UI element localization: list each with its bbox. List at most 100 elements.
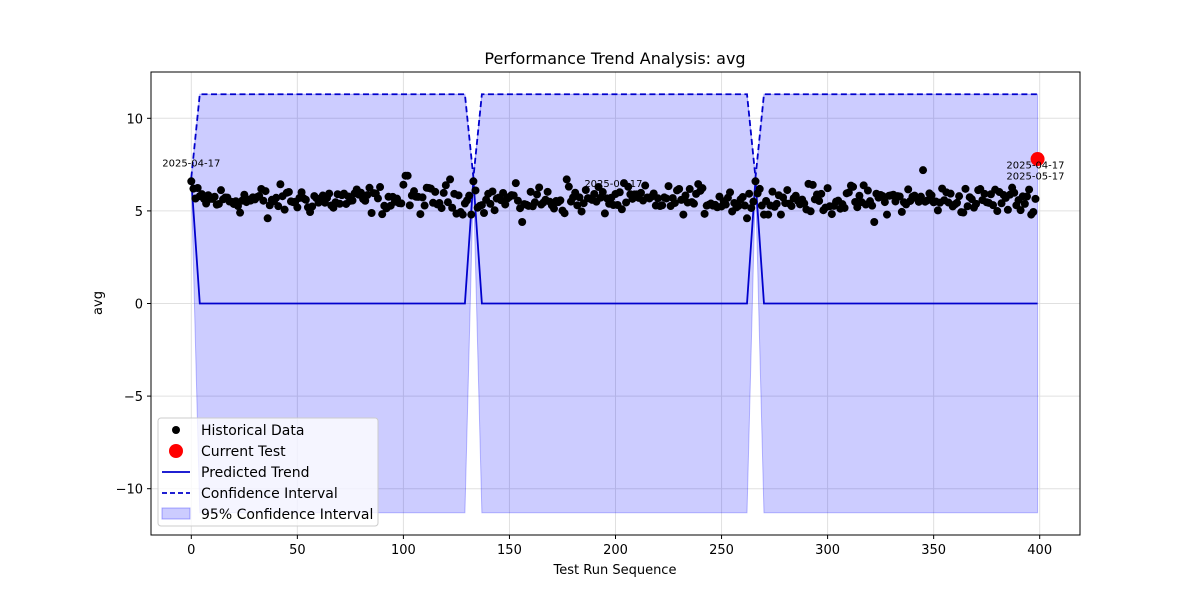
historical-point (636, 188, 645, 197)
historical-point (280, 205, 289, 214)
historical-point (764, 210, 773, 219)
historical-point (685, 185, 694, 194)
historical-point (562, 175, 571, 184)
historical-point (827, 210, 836, 219)
date-annotation: 2025-04-17 (1006, 160, 1064, 171)
historical-point (575, 193, 584, 202)
x-tick-label: 400 (1027, 543, 1052, 558)
historical-point (272, 193, 281, 202)
y-tick-label: 5 (135, 205, 143, 220)
historical-point (768, 187, 777, 196)
historical-point (490, 206, 499, 215)
historical-point (560, 209, 569, 218)
historical-point (662, 194, 671, 203)
historical-point (437, 204, 446, 213)
legend-historical-label: Historical Data (201, 423, 304, 439)
historical-point (301, 195, 310, 204)
y-tick-label: −10 (116, 483, 143, 498)
historical-point (363, 191, 372, 200)
historical-point (446, 175, 455, 184)
historical-point (590, 190, 599, 199)
historical-point (740, 201, 749, 210)
historical-point (670, 198, 679, 207)
historical-point (776, 210, 785, 219)
historical-point (868, 201, 877, 210)
historical-point (533, 190, 542, 199)
historical-point (747, 203, 756, 212)
historical-point (615, 188, 624, 197)
current-test-point (1030, 152, 1045, 167)
legend-current-label: Current Test (201, 444, 286, 460)
lines (190, 93, 1038, 305)
historical-point (904, 185, 913, 194)
x-tick-label: 100 (391, 543, 416, 558)
predicted-trend-line (190, 179, 1038, 305)
historical-point (511, 179, 520, 188)
historical-point (751, 177, 760, 186)
historical-point (293, 203, 302, 212)
historical-point (959, 208, 968, 217)
legend-band-label: 95% Confidence Interval (201, 507, 373, 523)
legend: Historical Data Current Test Predicted T… (157, 417, 379, 527)
historical-point (367, 208, 376, 217)
x-tick-label: 200 (603, 543, 628, 558)
historical-point (726, 188, 735, 197)
historical-point (1003, 205, 1012, 214)
historical-point (972, 199, 981, 208)
historical-point (1022, 192, 1031, 201)
historical-point (675, 184, 684, 193)
historical-point (573, 201, 582, 210)
historical-point (863, 186, 872, 195)
historical-point (997, 199, 1006, 208)
historical-point (530, 198, 539, 207)
historical-point (193, 184, 202, 193)
historical-point (261, 187, 270, 196)
historical-point (549, 204, 558, 213)
historical-point (465, 191, 474, 200)
historical-point (1031, 194, 1040, 203)
historical-point (955, 192, 964, 201)
historical-point (443, 198, 452, 207)
historical-point (403, 171, 412, 180)
historical-point (933, 206, 942, 215)
date-annotation: 2025-05-17 (1006, 171, 1064, 182)
historical-point (276, 180, 285, 189)
historical-point (993, 207, 1002, 216)
historical-point (441, 181, 450, 190)
historical-point (721, 200, 730, 209)
historical-point (356, 188, 365, 197)
historical-point (870, 218, 879, 227)
x-tick-label: 50 (289, 543, 306, 558)
y-axis-label: avg (91, 291, 106, 315)
historical-point (376, 183, 385, 192)
historical-point (348, 196, 357, 205)
historical-point (641, 181, 650, 190)
historical-point (980, 189, 989, 198)
historical-point (535, 183, 544, 192)
historical-point (420, 201, 429, 210)
historical-point (681, 191, 690, 200)
historical-point (543, 187, 552, 196)
chart-title: Performance Trend Analysis: avg (484, 49, 745, 68)
date-annotation: 2025-04-17 (584, 179, 642, 190)
historical-point (297, 188, 306, 197)
historical-point (486, 199, 495, 208)
historical-point (664, 182, 673, 191)
historical-point (738, 193, 747, 202)
legend-band-swatch (161, 507, 191, 520)
historical-point (679, 210, 688, 219)
x-axis-label: Test Run Sequence (553, 563, 677, 578)
x-tick-label: 150 (497, 543, 522, 558)
historical-point (263, 214, 272, 223)
historical-point (755, 184, 764, 193)
historical-point (897, 207, 906, 216)
historical-point (658, 201, 667, 210)
historical-point (745, 189, 754, 198)
date-annotation: 2025-04-17 (162, 158, 220, 169)
historical-point (849, 182, 858, 191)
x-tick-label: 0 (187, 543, 195, 558)
historical-point (365, 183, 374, 192)
historical-point (259, 196, 268, 205)
historical-point (806, 207, 815, 216)
